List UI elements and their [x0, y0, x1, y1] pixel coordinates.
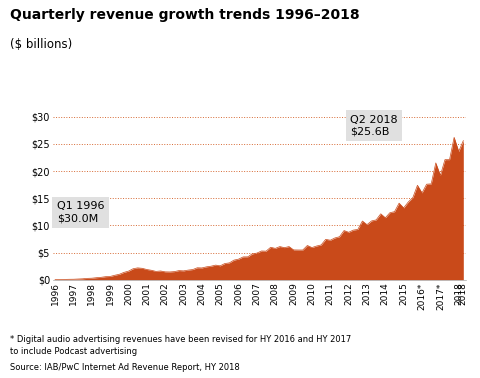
Text: * Digital audio advertising revenues have been revised for HY 2016 and HY 2017: * Digital audio advertising revenues hav…: [10, 335, 351, 344]
Text: Q1 1996
$30.0M: Q1 1996 $30.0M: [57, 201, 105, 223]
Text: to include Podcast advertising: to include Podcast advertising: [10, 347, 137, 356]
Text: ($ billions): ($ billions): [10, 38, 72, 51]
Text: Q2 2018
$25.6B: Q2 2018 $25.6B: [350, 115, 397, 136]
Text: Source: IAB/PwC Internet Ad Revenue Report, HY 2018: Source: IAB/PwC Internet Ad Revenue Repo…: [10, 363, 240, 372]
Text: Quarterly revenue growth trends 1996–2018: Quarterly revenue growth trends 1996–201…: [10, 8, 359, 22]
